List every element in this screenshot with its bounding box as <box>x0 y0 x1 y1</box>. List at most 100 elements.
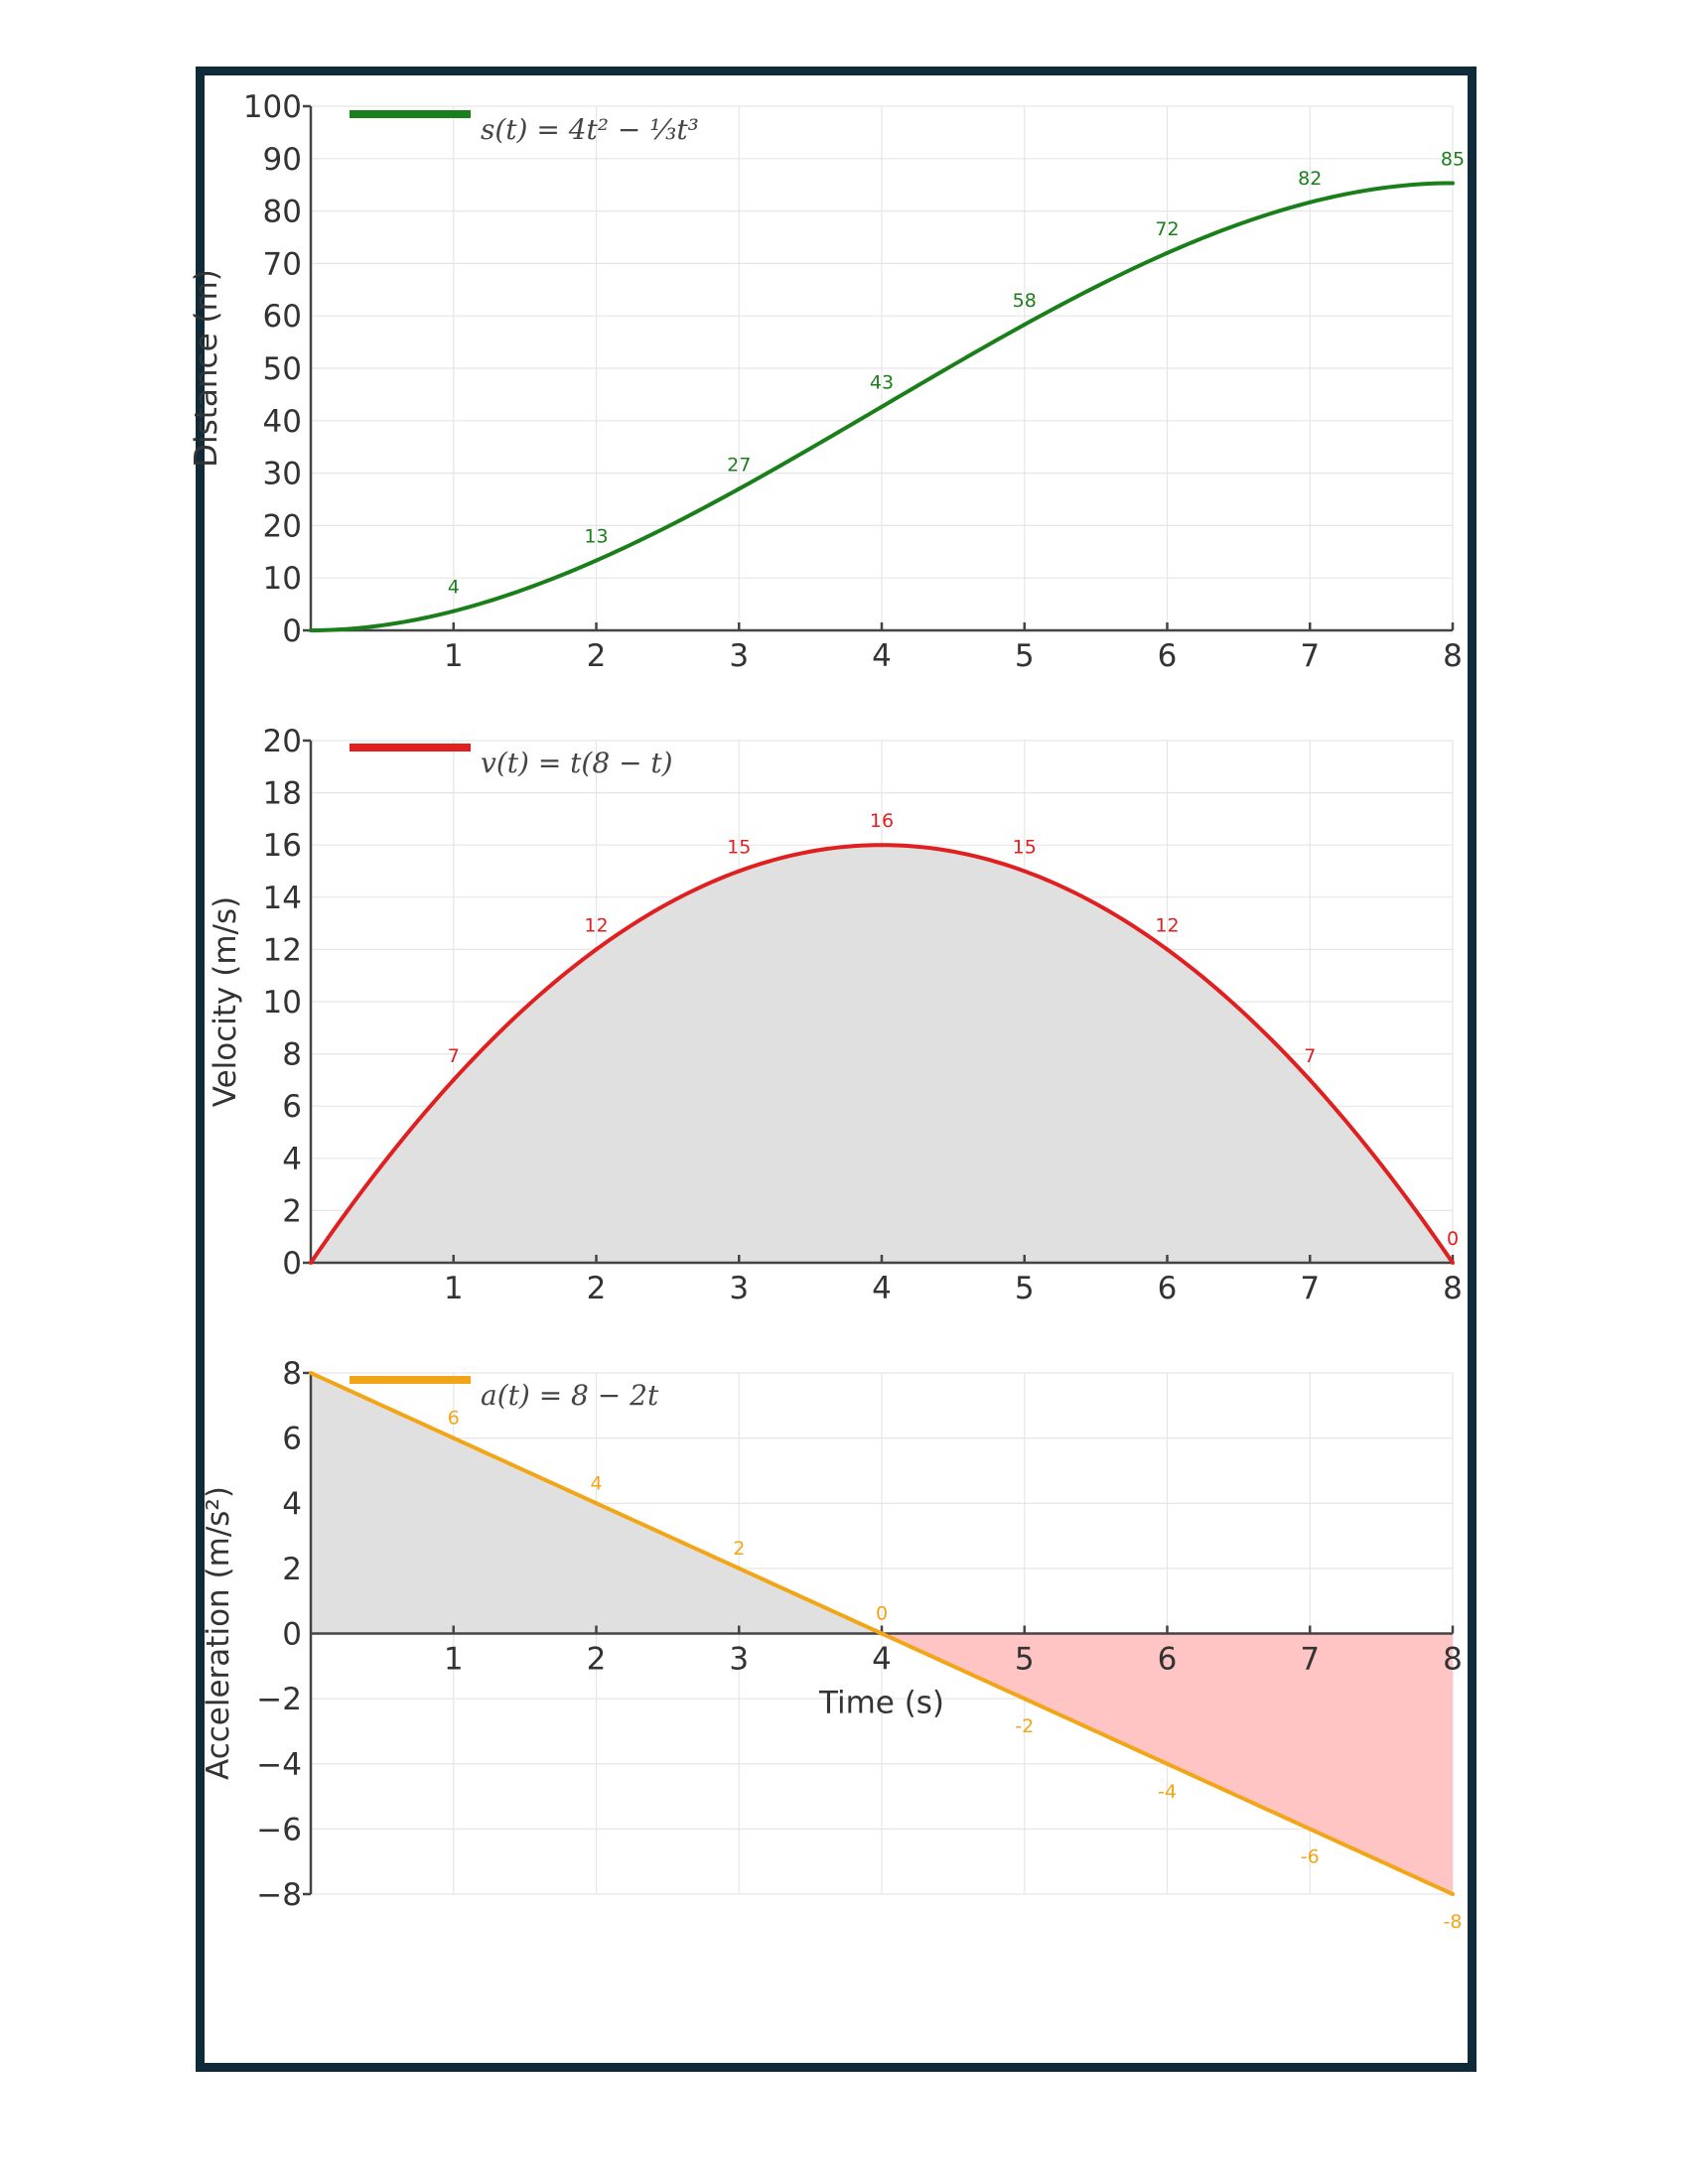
legend-label: a(t) = 8 − 2t <box>481 1379 659 1412</box>
x-tick-label: 8 <box>1443 1642 1463 1678</box>
x-tick-label: 5 <box>1015 638 1035 674</box>
data-label: 7 <box>1304 1045 1316 1067</box>
data-label: 13 <box>584 526 608 548</box>
x-tick-label: 6 <box>1158 1642 1178 1678</box>
data-point <box>594 558 599 563</box>
data-label: 4 <box>448 577 460 599</box>
x-tick-label: 2 <box>587 1271 607 1306</box>
y-tick-label: 0 <box>282 1246 302 1282</box>
data-label: 43 <box>870 372 894 394</box>
data-label: 7 <box>448 1045 460 1067</box>
x-tick-label: 4 <box>872 1271 892 1306</box>
x-tick-label: 8 <box>1443 1271 1463 1306</box>
y-tick-label: 50 <box>263 351 302 387</box>
x-tick-label: 5 <box>1015 1642 1035 1678</box>
data-point <box>1165 1761 1170 1766</box>
legend-label: v(t) = t(8 − t) <box>481 747 673 779</box>
data-label: 15 <box>1013 837 1037 859</box>
data-point <box>1451 1261 1455 1265</box>
data-label: 4 <box>590 1472 602 1494</box>
data-point <box>309 628 313 632</box>
x-tick-label: 7 <box>1300 1642 1320 1678</box>
y-axis-title: Acceleration (m/s²) <box>201 1486 236 1780</box>
x-tick-label: 7 <box>1300 638 1320 674</box>
y-tick-label: 10 <box>263 561 302 597</box>
data-label: 6 <box>448 1408 460 1430</box>
data-label: -4 <box>1158 1781 1177 1803</box>
y-tick-label: 4 <box>282 1142 302 1177</box>
data-point <box>1308 1077 1313 1082</box>
data-point <box>1165 947 1170 952</box>
data-point <box>309 1371 313 1375</box>
data-point <box>451 1435 456 1440</box>
data-point <box>1308 200 1313 205</box>
x-axis-title: Time (s) <box>818 1686 944 1721</box>
y-tick-label: 100 <box>243 89 302 125</box>
y-tick-label: 8 <box>282 1356 302 1392</box>
data-label: 16 <box>870 810 894 832</box>
data-point <box>737 1566 742 1570</box>
y-tick-label: 4 <box>282 1486 302 1522</box>
data-point <box>1022 869 1027 874</box>
x-tick-label: 7 <box>1300 1271 1320 1306</box>
legend-label: s(t) = 4t² − ⅓t³ <box>481 113 699 146</box>
x-tick-label: 2 <box>587 1642 607 1678</box>
data-point <box>1022 323 1027 328</box>
y-tick-label: 18 <box>263 776 302 812</box>
data-label: -8 <box>1444 1911 1463 1933</box>
y-tick-label: 6 <box>282 1089 302 1125</box>
data-label: 82 <box>1298 168 1322 190</box>
y-tick-label: 2 <box>282 1552 302 1587</box>
x-tick-label: 6 <box>1158 638 1178 674</box>
y-axis-title: Distance (m) <box>189 269 224 468</box>
data-point <box>880 843 884 848</box>
data-label: 15 <box>727 837 751 859</box>
data-point <box>880 404 884 409</box>
x-tick-label: 4 <box>872 638 892 674</box>
data-label: 0 <box>1447 1228 1459 1250</box>
y-tick-label: −8 <box>256 1877 302 1913</box>
x-tick-label: 1 <box>444 1642 464 1678</box>
data-point <box>737 869 742 874</box>
data-label: 27 <box>727 454 751 476</box>
data-label: 85 <box>1441 148 1465 170</box>
x-tick-label: 4 <box>872 1642 892 1678</box>
y-tick-label: 8 <box>282 1037 302 1073</box>
data-label: 0 <box>876 1603 888 1625</box>
x-tick-label: 1 <box>444 1271 464 1306</box>
x-tick-label: 8 <box>1443 638 1463 674</box>
data-point <box>737 486 742 491</box>
data-point <box>451 1077 456 1082</box>
y-tick-label: 16 <box>263 828 302 864</box>
x-tick-label: 5 <box>1015 1271 1035 1306</box>
data-label: 58 <box>1013 290 1037 312</box>
x-tick-label: 3 <box>729 638 749 674</box>
x-tick-label: 3 <box>729 1642 749 1678</box>
y-tick-label: 12 <box>263 932 302 968</box>
x-tick-label: 3 <box>729 1271 749 1306</box>
data-point <box>1451 1892 1455 1896</box>
x-tick-label: 6 <box>1158 1271 1178 1306</box>
y-tick-label: 60 <box>263 299 302 335</box>
data-label: 12 <box>584 914 608 936</box>
data-label: 2 <box>733 1538 745 1560</box>
y-tick-label: 20 <box>263 724 302 759</box>
data-point <box>1165 250 1170 255</box>
data-point <box>594 947 599 952</box>
y-axis-title: Velocity (m/s) <box>208 896 243 1107</box>
y-tick-label: 90 <box>263 142 302 178</box>
y-tick-label: 30 <box>263 457 302 492</box>
y-tick-label: −6 <box>256 1812 302 1847</box>
data-label: 72 <box>1155 218 1179 240</box>
y-tick-label: 40 <box>263 404 302 440</box>
area-under-velocity <box>311 845 1453 1263</box>
data-point <box>594 1501 599 1506</box>
data-point <box>451 609 456 614</box>
y-tick-label: 10 <box>263 985 302 1021</box>
y-tick-label: 70 <box>263 246 302 282</box>
x-tick-label: 2 <box>587 638 607 674</box>
y-tick-label: 6 <box>282 1422 302 1457</box>
data-point <box>1308 1827 1313 1832</box>
data-point <box>1022 1697 1027 1702</box>
